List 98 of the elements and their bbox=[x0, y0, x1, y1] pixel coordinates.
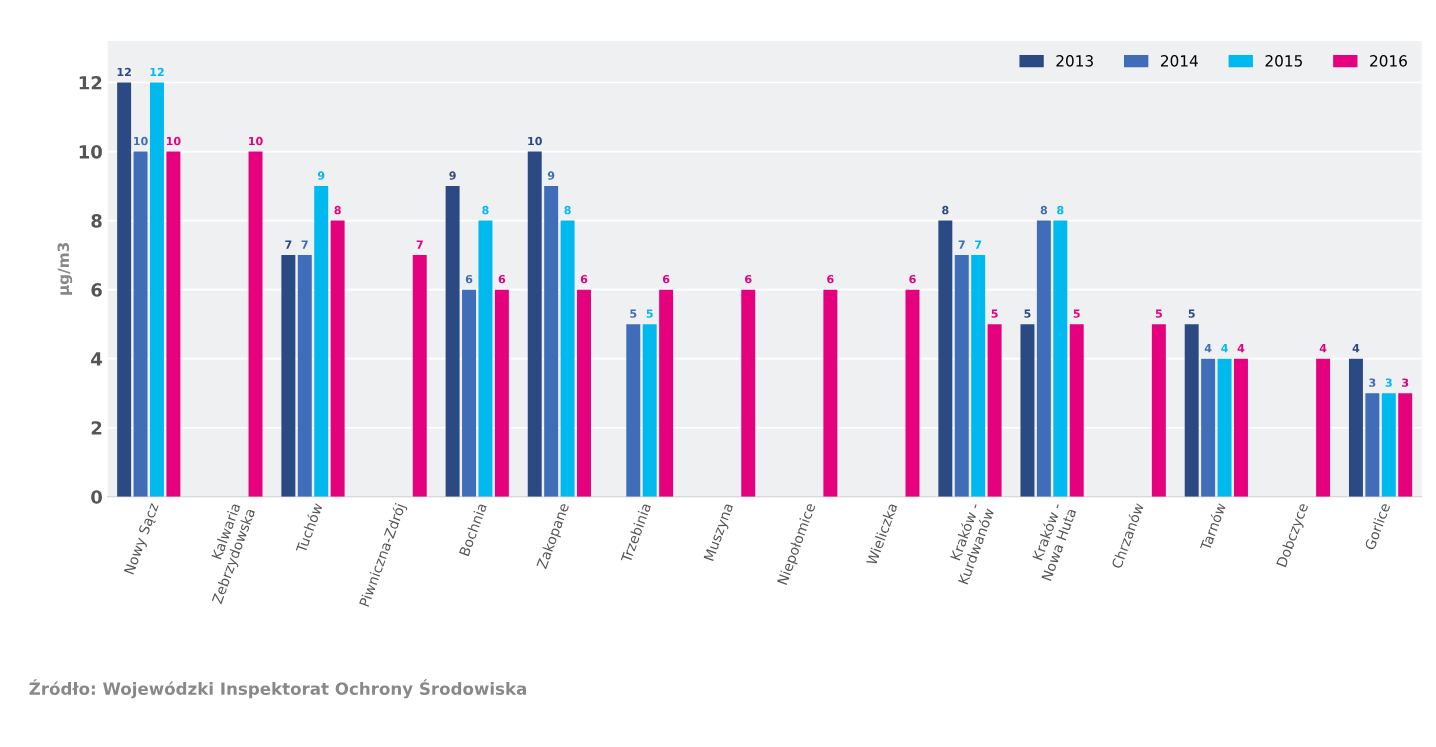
legend-label: 2016 bbox=[1370, 55, 1407, 67]
data-label: 8 bbox=[1040, 205, 1048, 215]
data-label: 9 bbox=[449, 171, 456, 180]
data-label: 8 bbox=[482, 205, 489, 215]
data-label: 8 bbox=[564, 205, 571, 215]
bar bbox=[1217, 358, 1232, 497]
bar bbox=[544, 186, 559, 497]
bar bbox=[330, 220, 345, 497]
bar bbox=[281, 255, 296, 497]
y-tick-label: 8 bbox=[91, 214, 102, 228]
bar bbox=[971, 255, 986, 497]
data-label: 5 bbox=[991, 309, 998, 318]
bar bbox=[1020, 324, 1035, 497]
legend-label: 2014 bbox=[1160, 55, 1198, 67]
data-label: 10 bbox=[166, 136, 181, 146]
data-label: 4 bbox=[1204, 344, 1212, 353]
y-tick-label: 12 bbox=[79, 75, 102, 90]
legend-label: 2015 bbox=[1265, 55, 1302, 67]
y-tick-label: 6 bbox=[91, 283, 102, 297]
bar bbox=[1036, 220, 1051, 497]
y-tick-label: 0 bbox=[91, 490, 102, 504]
x-tick-label: Nowy Sącz bbox=[123, 502, 162, 576]
bar bbox=[905, 289, 920, 497]
bar bbox=[1365, 393, 1380, 497]
bar bbox=[1069, 324, 1084, 497]
data-label: 3 bbox=[1369, 378, 1376, 387]
bar bbox=[1184, 324, 1199, 497]
bar bbox=[954, 255, 969, 497]
bar bbox=[412, 255, 427, 497]
bar bbox=[938, 220, 953, 497]
bar bbox=[314, 186, 329, 497]
bar bbox=[659, 289, 674, 497]
bar bbox=[133, 151, 148, 497]
bar bbox=[117, 82, 132, 497]
data-label: 5 bbox=[630, 309, 637, 318]
data-label: 3 bbox=[1385, 378, 1392, 387]
bar bbox=[1233, 358, 1248, 497]
data-label: 8 bbox=[334, 205, 341, 215]
bar bbox=[560, 220, 575, 497]
data-label: 12 bbox=[117, 67, 131, 77]
data-label: 6 bbox=[745, 274, 752, 284]
data-label: 7 bbox=[416, 240, 423, 249]
bar bbox=[462, 289, 477, 497]
bar bbox=[527, 151, 542, 497]
data-label: 10 bbox=[134, 136, 148, 146]
data-label: 6 bbox=[662, 274, 670, 284]
bar bbox=[1201, 358, 1216, 497]
legend-label: 2013 bbox=[1056, 55, 1093, 67]
y-tick-label: 2 bbox=[91, 421, 102, 435]
data-label: 12 bbox=[150, 67, 164, 77]
bar bbox=[1348, 358, 1363, 497]
data-label: 10 bbox=[528, 136, 542, 146]
bar bbox=[1053, 220, 1068, 497]
data-label: 7 bbox=[285, 240, 292, 249]
bar bbox=[494, 289, 509, 497]
data-label: 6 bbox=[909, 274, 916, 284]
bar bbox=[445, 186, 460, 497]
data-label: 7 bbox=[975, 240, 982, 249]
bar bbox=[626, 324, 641, 497]
data-label: 5 bbox=[1155, 309, 1162, 318]
bar bbox=[1381, 393, 1396, 497]
y-tick-label: 10 bbox=[79, 145, 102, 159]
text: Źródło: Wojewódzki Inspektorat Ochrony Środowiska bbox=[29, 679, 527, 699]
data-label: 3 bbox=[1402, 378, 1409, 387]
data-label: 4 bbox=[1237, 344, 1245, 353]
data-label: 7 bbox=[958, 240, 965, 249]
data-label: 4 bbox=[1221, 344, 1228, 353]
data-label: 6 bbox=[827, 274, 834, 284]
data-label: 5 bbox=[1188, 309, 1195, 318]
bar bbox=[642, 324, 657, 497]
data-label: 4 bbox=[1352, 344, 1360, 353]
data-label: 6 bbox=[465, 274, 473, 284]
data-label: 8 bbox=[1057, 205, 1064, 215]
data-label: 4 bbox=[1319, 344, 1327, 353]
data-label: 8 bbox=[942, 205, 949, 215]
bar bbox=[1151, 324, 1166, 497]
bar bbox=[248, 151, 263, 497]
data-label: 6 bbox=[580, 274, 588, 284]
bar bbox=[166, 151, 181, 497]
bar bbox=[149, 82, 164, 497]
data-label: 6 bbox=[498, 274, 506, 284]
y-axis-title: µg/m3 bbox=[57, 242, 73, 295]
bar bbox=[741, 289, 756, 497]
data-label: 5 bbox=[646, 309, 653, 318]
bar bbox=[823, 289, 838, 497]
bar bbox=[297, 255, 312, 497]
data-label: 5 bbox=[1024, 309, 1031, 318]
data-label: 9 bbox=[317, 171, 325, 180]
bar bbox=[987, 324, 1002, 497]
bar bbox=[1316, 358, 1331, 497]
bar bbox=[1398, 393, 1413, 497]
data-label: 7 bbox=[301, 240, 308, 249]
data-label: 5 bbox=[1073, 309, 1080, 318]
bar bbox=[577, 289, 591, 497]
data-label: 9 bbox=[547, 171, 555, 180]
y-tick-label: 4 bbox=[91, 352, 103, 366]
data-label: 10 bbox=[249, 136, 263, 146]
bar bbox=[478, 220, 493, 497]
